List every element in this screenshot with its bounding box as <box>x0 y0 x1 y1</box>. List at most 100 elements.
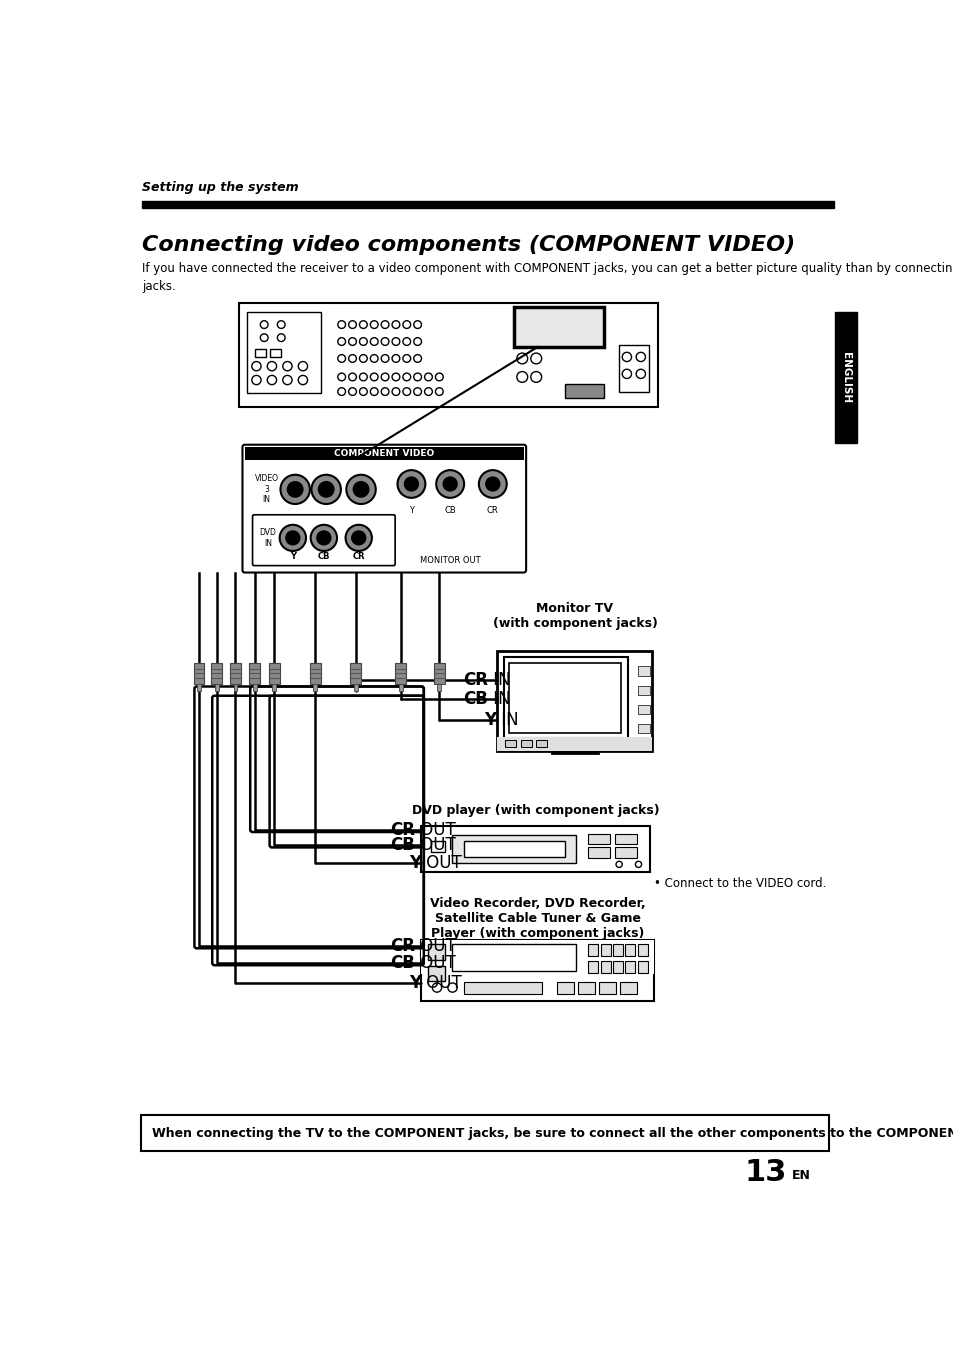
Bar <box>434 662 444 684</box>
Text: CB: CB <box>390 954 415 971</box>
Circle shape <box>517 336 527 347</box>
Bar <box>619 982 637 994</box>
Circle shape <box>562 328 575 340</box>
Circle shape <box>318 482 334 497</box>
Circle shape <box>544 336 555 347</box>
Circle shape <box>279 524 306 551</box>
Circle shape <box>402 373 410 381</box>
Bar <box>637 961 647 973</box>
Circle shape <box>260 334 268 342</box>
Circle shape <box>443 477 456 490</box>
Text: EN: EN <box>791 1169 810 1182</box>
Bar <box>638 724 649 734</box>
Bar <box>350 662 360 684</box>
Circle shape <box>346 474 375 504</box>
Text: IN: IN <box>488 690 510 708</box>
Circle shape <box>478 470 506 497</box>
Text: OUT: OUT <box>415 820 456 839</box>
Circle shape <box>519 311 532 323</box>
Circle shape <box>635 862 641 867</box>
Circle shape <box>397 470 425 497</box>
Circle shape <box>519 328 532 340</box>
Text: OUT: OUT <box>415 954 456 971</box>
Text: Monitor TV
(with component jacks): Monitor TV (with component jacks) <box>492 601 657 630</box>
Circle shape <box>282 362 292 370</box>
Bar <box>835 312 856 443</box>
Circle shape <box>359 338 367 346</box>
Circle shape <box>541 328 554 340</box>
Circle shape <box>381 320 389 328</box>
Circle shape <box>370 354 377 362</box>
Circle shape <box>277 320 285 328</box>
Circle shape <box>435 388 443 396</box>
Circle shape <box>558 319 569 330</box>
Text: If you have connected the receiver to a video component with COMPONENT jacks, yo: If you have connected the receiver to a … <box>142 262 953 293</box>
Bar <box>536 740 546 747</box>
Circle shape <box>636 369 645 378</box>
Text: Connecting video components (COMPONENT VIDEO): Connecting video components (COMPONENT V… <box>142 235 795 255</box>
Circle shape <box>414 354 421 362</box>
Bar <box>421 825 649 871</box>
Circle shape <box>359 354 367 362</box>
Text: Y: Y <box>409 505 414 515</box>
Circle shape <box>424 373 432 381</box>
Circle shape <box>530 319 541 330</box>
Bar <box>233 684 237 692</box>
Bar <box>253 684 256 692</box>
Bar <box>637 943 647 957</box>
Bar <box>269 662 279 684</box>
Circle shape <box>541 311 554 323</box>
Bar <box>310 662 320 684</box>
Circle shape <box>616 862 621 867</box>
Circle shape <box>287 482 303 497</box>
Text: OUT: OUT <box>421 974 462 992</box>
Circle shape <box>337 354 345 362</box>
Text: DVD player (with component jacks): DVD player (with component jacks) <box>412 804 659 816</box>
Circle shape <box>544 319 555 330</box>
Text: Y: Y <box>290 551 295 561</box>
Circle shape <box>252 362 261 370</box>
Bar <box>239 303 658 407</box>
Circle shape <box>485 477 499 490</box>
Text: CB: CB <box>444 505 456 515</box>
Bar <box>557 982 574 994</box>
Circle shape <box>267 376 276 385</box>
Circle shape <box>337 320 345 328</box>
Text: Y: Y <box>409 974 421 992</box>
Bar <box>452 835 576 863</box>
Circle shape <box>345 524 372 551</box>
Bar <box>624 961 635 973</box>
Text: When connecting the TV to the COMPONENT jacks, be sure to connect all the other : When connecting the TV to the COMPONENT … <box>152 1127 953 1140</box>
Text: CR: CR <box>390 820 415 839</box>
Bar <box>615 847 637 858</box>
Text: ENGLISH: ENGLISH <box>841 353 850 404</box>
Circle shape <box>353 482 369 497</box>
Circle shape <box>414 338 421 346</box>
Bar <box>197 684 201 692</box>
Bar <box>503 657 627 738</box>
Bar <box>497 738 652 751</box>
Text: Y: Y <box>409 854 421 871</box>
Text: DVD
IN: DVD IN <box>259 528 276 547</box>
FancyBboxPatch shape <box>242 444 525 573</box>
Bar <box>520 740 531 747</box>
Bar <box>436 684 441 692</box>
Circle shape <box>370 388 377 396</box>
Circle shape <box>381 388 389 396</box>
Bar <box>497 651 652 751</box>
Bar <box>354 684 357 692</box>
Text: Setting up the system: Setting up the system <box>142 181 299 195</box>
Circle shape <box>435 373 443 381</box>
Circle shape <box>392 320 399 328</box>
Circle shape <box>562 311 575 323</box>
Bar <box>564 384 603 397</box>
Circle shape <box>348 320 356 328</box>
Circle shape <box>348 388 356 396</box>
Bar <box>193 662 204 684</box>
Circle shape <box>337 338 345 346</box>
Bar <box>638 666 649 676</box>
Text: CB: CB <box>463 690 488 708</box>
Circle shape <box>517 372 527 382</box>
Text: VIDEO
3
IN: VIDEO 3 IN <box>254 474 278 504</box>
Circle shape <box>392 388 399 396</box>
